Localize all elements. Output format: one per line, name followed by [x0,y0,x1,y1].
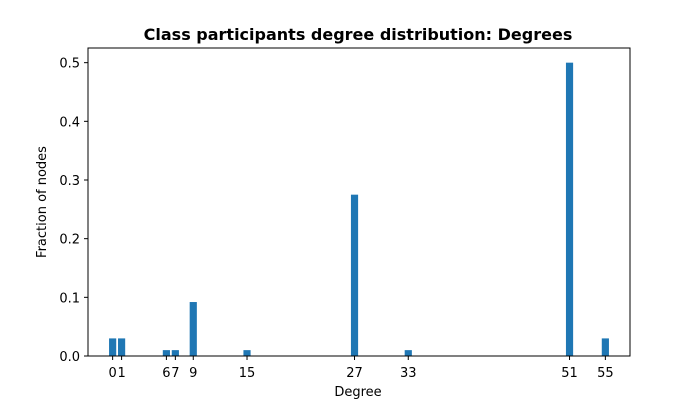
y-axis-ticks: 0.0 0.1 0.2 0.3 0.4 0.5 [59,57,88,365]
y-tick-label: 0.5 [59,57,80,72]
bar-degree-1 [118,338,126,356]
plot-frame [87,47,631,357]
bar-degree-9 [189,302,197,356]
x-tick-label: 1 [117,366,125,381]
x-tick-label: 27 [346,366,363,381]
bar-degree-6 [162,350,170,356]
x-tick-label: 33 [400,366,417,381]
y-tick-label: 0.3 [59,174,80,189]
bars-layer [109,62,609,357]
x-axis-ticks: 0 1 6 7 9 15 27 33 51 55 [108,356,614,381]
x-tick-label: 9 [189,366,197,381]
y-tick-label: 0.1 [59,291,80,306]
chart-title: Class participants degree distribution: … [144,25,573,44]
bar-degree-0 [109,338,117,356]
x-tick-label: 7 [171,366,179,381]
x-tick-label: 55 [597,366,614,381]
x-tick-label: 6 [162,366,170,381]
bar-degree-55 [601,338,609,356]
x-tick-label: 15 [239,366,256,381]
y-tick-label: 0.4 [59,115,80,130]
x-tick-label: 0 [108,366,116,381]
bar-degree-33 [404,350,412,356]
bar-degree-51 [565,62,574,357]
bar-degree-7 [171,350,179,356]
y-tick-label: 0.2 [59,233,80,248]
x-axis-label: Degree [334,385,381,400]
bar-degree-27 [350,194,359,356]
y-tick-label: 0.0 [59,350,80,365]
bar-degree-15 [243,350,251,356]
y-axis-label: Fraction of nodes [35,146,50,258]
x-tick-label: 51 [561,366,578,381]
